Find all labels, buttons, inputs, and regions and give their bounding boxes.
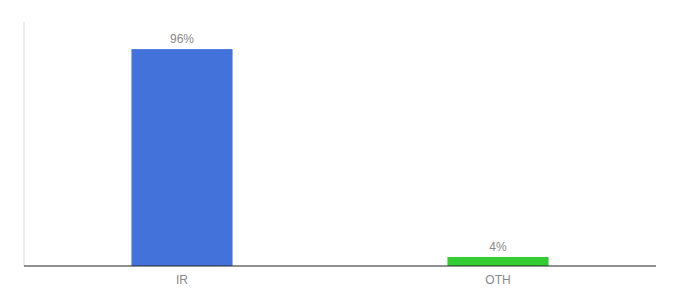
x-tick-labels: IR OTH [176,273,511,287]
data-label: 96% [170,32,194,46]
bars [131,49,548,266]
y-axis-line [24,22,25,266]
bar [447,257,548,266]
chart-container: 96% 4% IR OTH [0,0,680,300]
bar [131,49,232,266]
x-tick-label: OTH [485,273,510,287]
data-label: 4% [489,240,507,254]
data-labels: 96% 4% [170,32,507,254]
x-tick-label: IR [176,273,188,287]
x-axis-line [24,266,656,267]
chart-svg: 96% 4% IR OTH [0,0,680,300]
